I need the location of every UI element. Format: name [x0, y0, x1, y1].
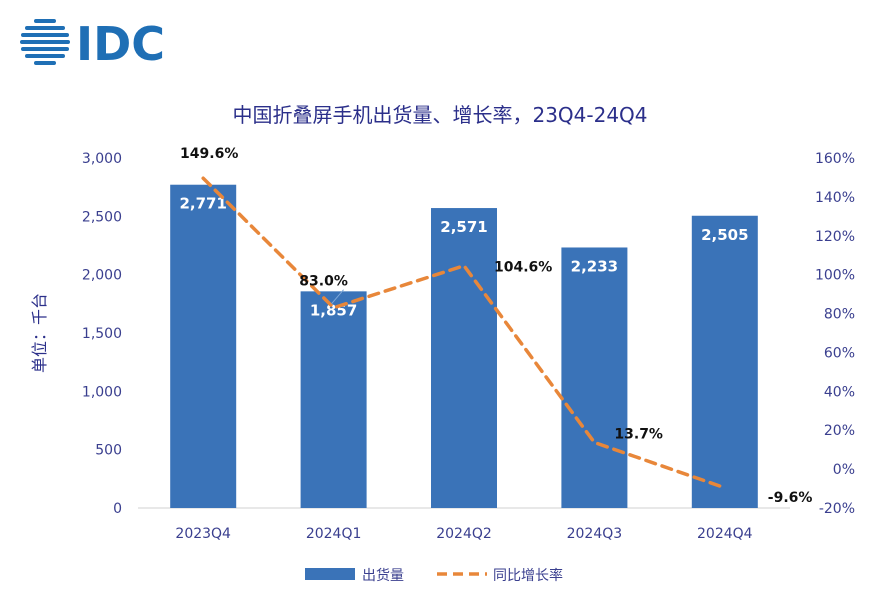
bar-value-label: 1,857	[310, 301, 357, 319]
growth-rate-label: 13.7%	[614, 426, 663, 442]
category-label: 2024Q2	[436, 526, 492, 542]
legend-swatch-shipments	[305, 568, 355, 580]
left-tick-label: 3,000	[82, 151, 122, 167]
legend: 出货量 同比增长率	[305, 567, 563, 584]
globe-icon	[20, 19, 70, 65]
right-tick-label: -20%	[819, 501, 855, 517]
bar-value-label: 2,771	[179, 195, 226, 213]
category-label: 2024Q1	[306, 526, 362, 542]
label-leader-line	[331, 289, 344, 305]
bar	[170, 184, 237, 508]
bar	[300, 291, 367, 508]
left-tick-label: 2,500	[82, 209, 122, 225]
right-tick-label: 40%	[824, 384, 855, 400]
growth-rate-labels: 149.6% 83.0% 104.6% 13.7% -9.6%	[180, 146, 812, 506]
bar-value-label: 2,505	[701, 226, 748, 244]
left-tick-label: 500	[95, 443, 122, 459]
right-tick-label: 20%	[824, 423, 855, 439]
idc-logo: IDC	[20, 17, 165, 71]
right-tick-label: 100%	[815, 268, 855, 284]
left-tick-label: 0	[113, 501, 122, 517]
bar-value-label: 2,233	[571, 257, 618, 275]
right-axis-ticks: -20% 0% 20% 40% 60% 80% 100% 120% 140% 160%	[815, 151, 855, 517]
bar-value-label: 2,571	[440, 218, 487, 236]
y-axis-label: 单位：千台	[30, 293, 49, 373]
category-label: 2024Q4	[697, 526, 753, 542]
right-tick-label: 160%	[815, 151, 855, 167]
logo-text: IDC	[76, 17, 165, 71]
growth-rate-label: 83.0%	[299, 274, 348, 290]
left-tick-label: 1,000	[82, 384, 122, 400]
growth-rate-label: 104.6%	[494, 260, 552, 276]
legend-label-shipments: 出货量	[362, 567, 404, 584]
growth-rate-line	[201, 176, 727, 490]
left-tick-label: 2,000	[82, 268, 122, 284]
bar-series: 2,771 1,857 2,571 2,233 2,505	[170, 184, 758, 509]
right-tick-label: 0%	[833, 462, 855, 478]
left-axis-ticks: 0 500 1,000 1,500 2,000 2,500 3,000	[82, 151, 122, 517]
right-tick-label: 140%	[815, 190, 855, 206]
bar	[431, 208, 497, 509]
category-label: 2024Q3	[567, 526, 623, 542]
legend-label-growth: 同比增长率	[493, 567, 563, 584]
category-labels: 2023Q4 2024Q1 2024Q2 2024Q3 2024Q4	[175, 526, 752, 542]
growth-rate-label: 149.6%	[180, 146, 238, 162]
right-tick-label: 60%	[824, 345, 855, 361]
right-tick-label: 120%	[815, 229, 855, 245]
growth-rate-label: -9.6%	[768, 490, 813, 506]
chart-title: 中国折叠屏手机出货量、增长率，23Q4-24Q4	[232, 103, 647, 127]
bar	[561, 247, 628, 508]
right-tick-label: 80%	[824, 307, 855, 323]
bar	[691, 215, 758, 508]
category-label: 2023Q4	[175, 526, 231, 542]
left-tick-label: 1,500	[82, 326, 122, 342]
